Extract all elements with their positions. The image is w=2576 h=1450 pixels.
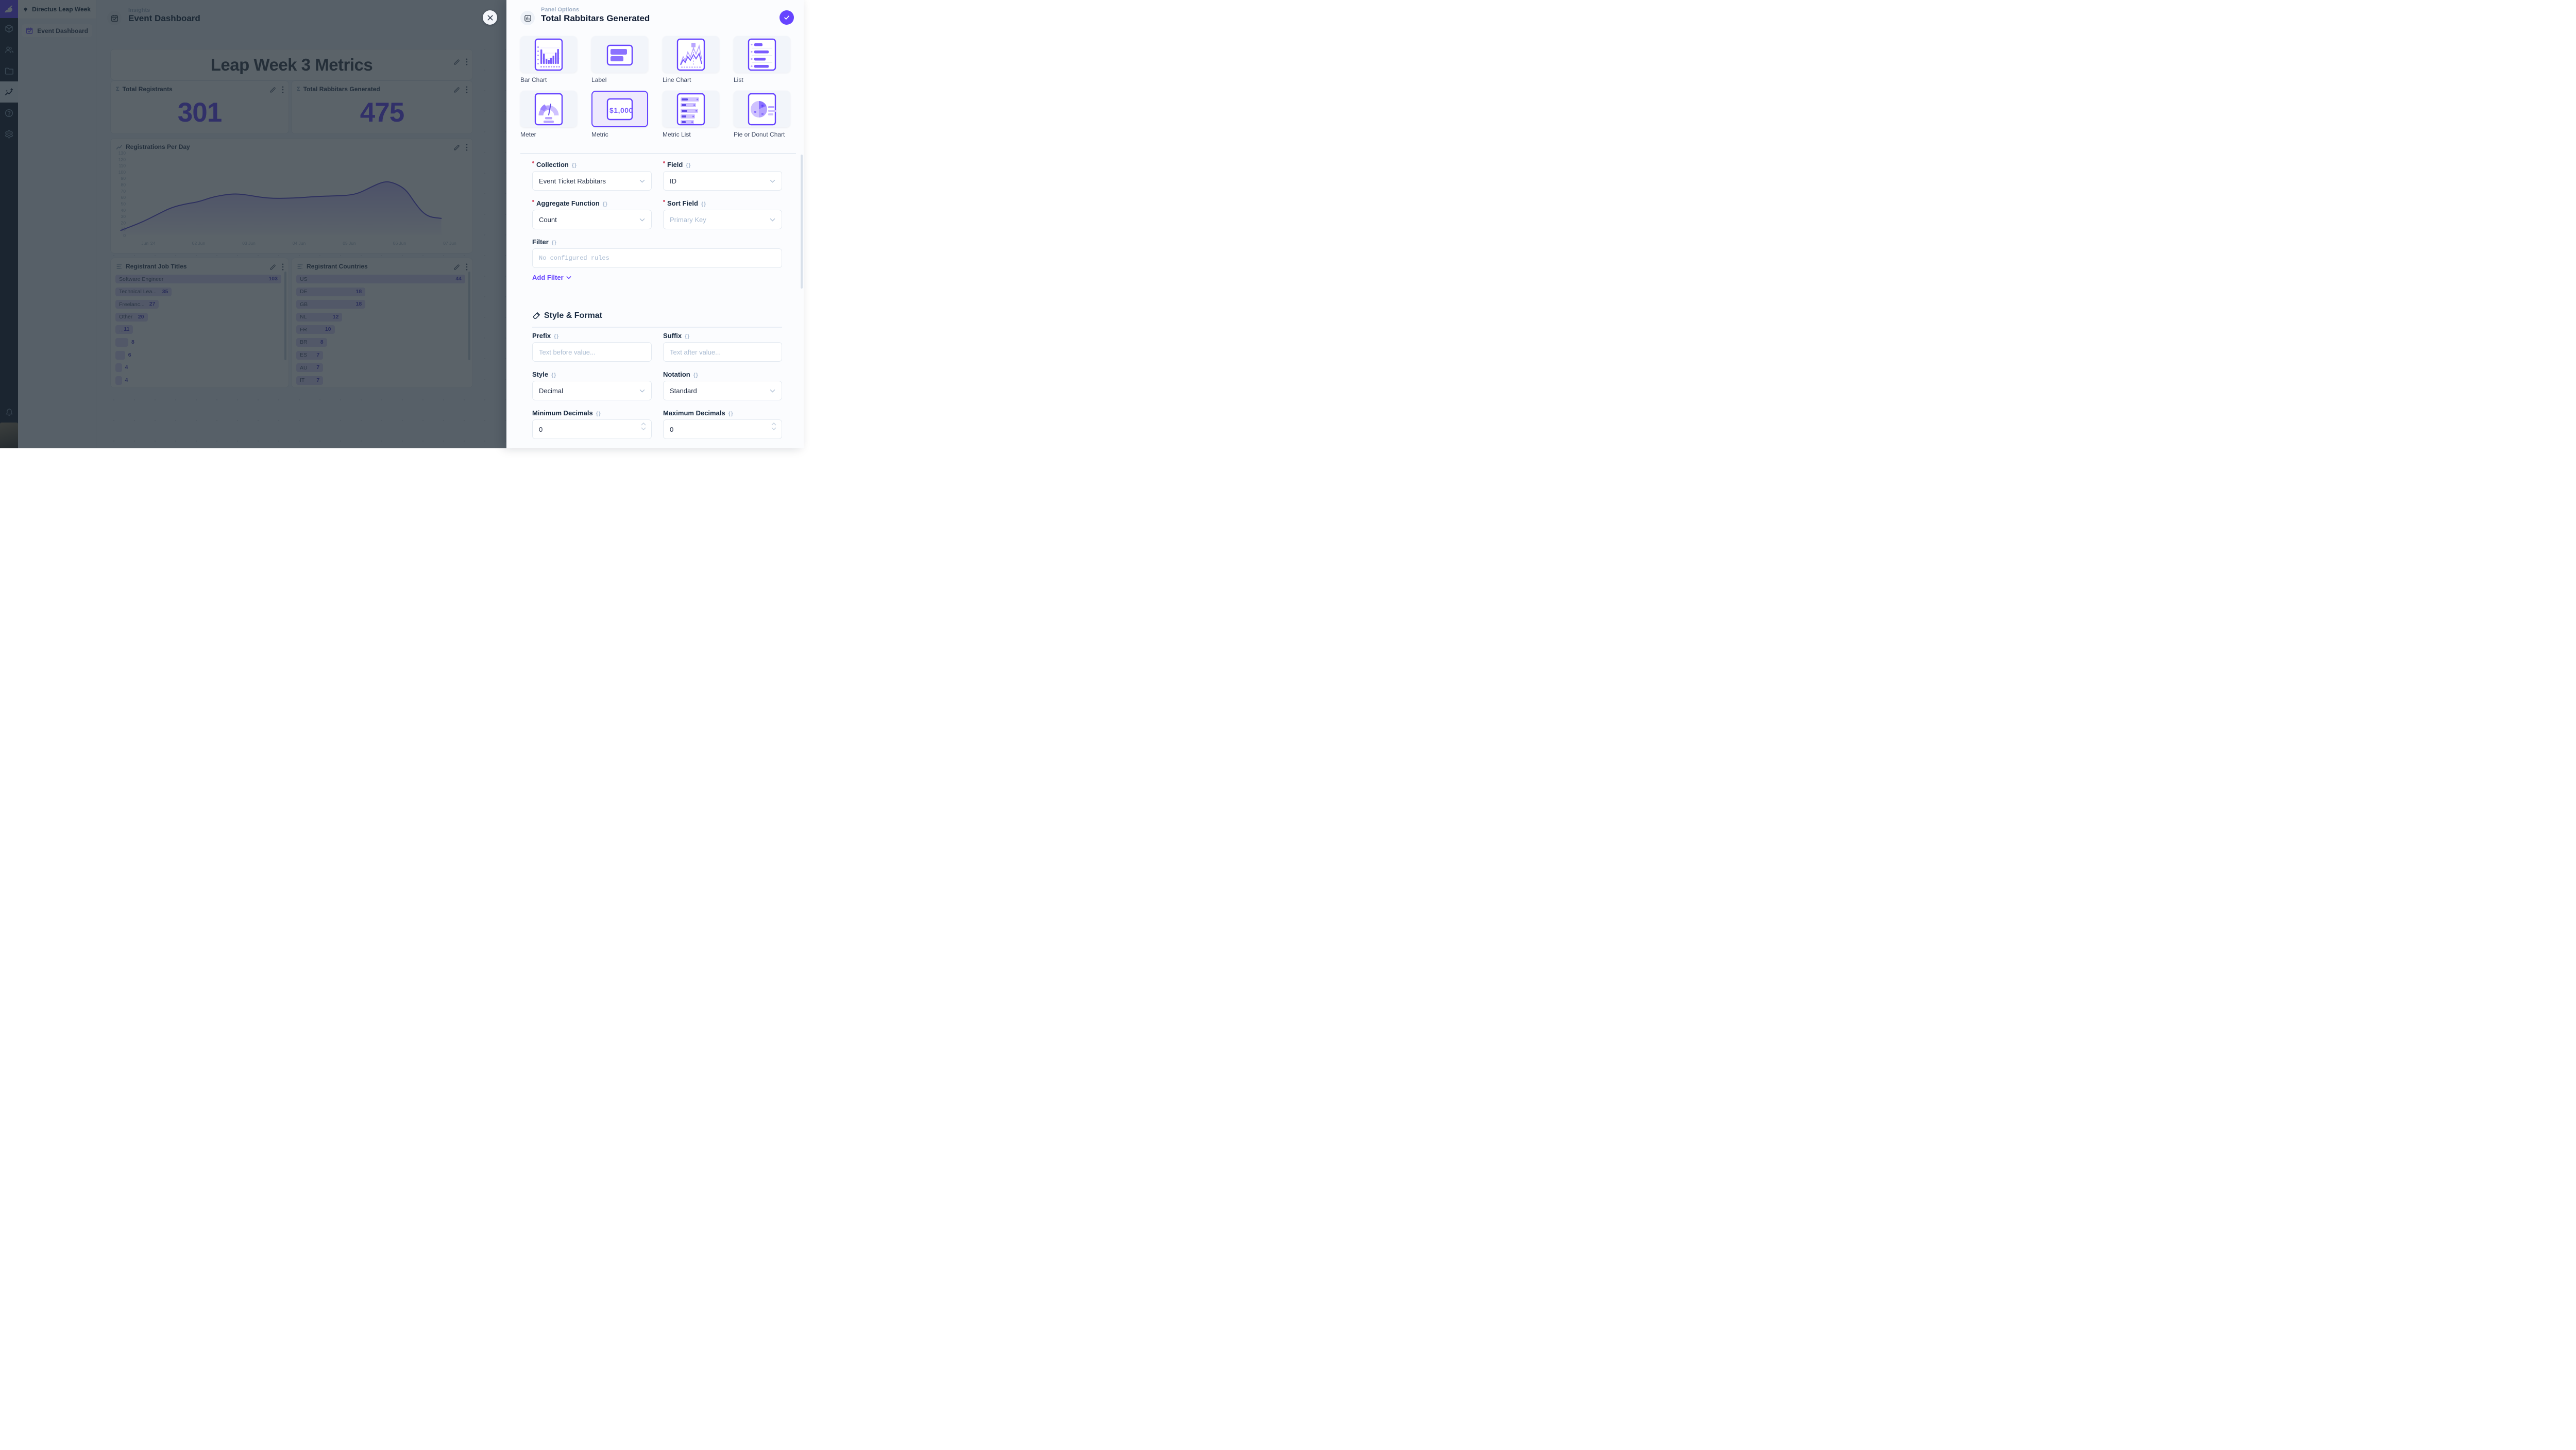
raw-value-icon[interactable]: [593, 409, 600, 417]
check-icon: [784, 15, 789, 20]
raw-value-icon[interactable]: [682, 332, 689, 340]
panel-type-metric-list[interactable]: Metric List: [663, 91, 719, 138]
brush-icon: [533, 312, 540, 319]
filter-placeholder: No configured rules: [539, 255, 609, 262]
raw-value-icon[interactable]: [549, 238, 556, 246]
close-icon: [487, 14, 493, 21]
suffix-input-wrap: [663, 342, 782, 362]
filter-rules-box[interactable]: No configured rules: [532, 248, 782, 268]
metric-list-icon: [674, 92, 707, 127]
add-filter-button[interactable]: Add Filter: [532, 274, 571, 281]
style-select[interactable]: Decimal: [532, 381, 652, 400]
pie-icon: [745, 92, 778, 127]
label-icon: [603, 37, 636, 72]
panel-type-label: Label: [591, 76, 607, 83]
field-label: Aggregate Function: [532, 199, 600, 207]
style-format-heading: Style & Format: [532, 311, 602, 321]
chevron-down-icon: [639, 179, 645, 183]
add-filter-label: Add Filter: [532, 274, 564, 281]
panel-type-grid: Bar Chart Label Line Chart List Meter $1,000 M…: [520, 36, 790, 138]
panel-type-meter[interactable]: Meter: [520, 91, 577, 138]
raw-value-icon[interactable]: [698, 199, 705, 207]
meter-icon: [532, 92, 565, 127]
insights-panel-icon: [520, 11, 535, 25]
chevron-down-icon: [641, 427, 646, 430]
panel-type-label: Meter: [520, 131, 536, 138]
bar-chart-icon: [532, 37, 565, 72]
chevron-down-icon: [771, 427, 776, 430]
sort-field-placeholder: Primary Key: [670, 215, 706, 224]
raw-value-icon[interactable]: [690, 370, 698, 378]
chevron-down-icon: [639, 389, 645, 393]
panel-type-label: Metric: [591, 131, 608, 138]
chevron-up-icon: [641, 423, 646, 426]
field-label: Suffix: [663, 332, 682, 340]
chevron-down-icon: [770, 218, 775, 222]
raw-value-icon[interactable]: [548, 370, 555, 378]
collection-value: Event Ticket Rabbitars: [539, 177, 606, 185]
chevron-down-icon: [770, 389, 775, 393]
panel-type-label: Pie or Donut Chart: [734, 131, 785, 138]
min-decimals-input[interactable]: [539, 425, 645, 433]
max-decimals-input[interactable]: [670, 425, 775, 433]
panel-type-pie[interactable]: Pie or Donut Chart: [734, 91, 790, 138]
panel-type-label: Line Chart: [663, 76, 691, 83]
panel-type-label: List: [734, 76, 743, 83]
raw-value-icon[interactable]: [600, 199, 607, 207]
chevron-down-icon: [639, 218, 645, 222]
field-value: ID: [670, 177, 676, 185]
panel-type-metric[interactable]: $1,000 Metric: [591, 91, 648, 138]
drawer-scrollbar[interactable]: [801, 155, 803, 289]
panel-type-list[interactable]: List: [734, 36, 790, 83]
field-label: Prefix: [532, 332, 551, 340]
list-icon: [745, 37, 778, 72]
chevron-up-icon: [771, 423, 776, 426]
close-drawer-button[interactable]: [483, 10, 497, 25]
field-select[interactable]: ID: [663, 171, 782, 191]
panel-type-label[interactable]: Label: [591, 36, 648, 83]
raw-value-icon[interactable]: [725, 409, 733, 417]
field-label: Sort Field: [663, 199, 698, 207]
field-label: Minimum Decimals: [532, 409, 593, 417]
drawer-title: Total Rabbitars Generated: [541, 13, 650, 23]
panel-type-label: Metric List: [663, 131, 691, 138]
number-stepper[interactable]: [641, 423, 646, 430]
chevron-down-icon: [770, 179, 775, 183]
raw-value-icon[interactable]: [551, 332, 558, 340]
field-label: Field: [663, 161, 683, 168]
svg-text:$1,000: $1,000: [609, 106, 633, 114]
field-label: Maximum Decimals: [663, 409, 725, 417]
notation-select[interactable]: Standard: [663, 381, 782, 400]
panel-type-line-chart[interactable]: Line Chart: [663, 36, 719, 83]
aggregate-value: Count: [539, 215, 557, 224]
line-chart-icon: [674, 37, 707, 72]
sort-field-select[interactable]: Primary Key: [663, 210, 782, 229]
suffix-input[interactable]: [670, 348, 775, 356]
field-label: Style: [532, 370, 549, 378]
number-stepper[interactable]: [771, 423, 776, 430]
drawer-kicker: Panel Options: [541, 7, 579, 13]
min-decimals-input-wrap: [532, 419, 652, 439]
notation-value: Standard: [670, 386, 697, 395]
chevron-down-icon: [566, 276, 571, 279]
style-value: Decimal: [539, 386, 563, 395]
save-panel-button[interactable]: [779, 10, 794, 25]
field-label: Collection: [532, 161, 569, 168]
max-decimals-input-wrap: [663, 419, 782, 439]
panel-options-drawer: Panel Options Total Rabbitars Generated …: [506, 0, 804, 448]
raw-value-icon[interactable]: [569, 161, 576, 168]
drawer-dim-overlay[interactable]: [0, 0, 506, 448]
panel-type-bar-chart[interactable]: Bar Chart: [520, 36, 577, 83]
metric-icon: $1,000: [603, 92, 636, 127]
collection-select[interactable]: Event Ticket Rabbitars: [532, 171, 652, 191]
panel-type-label: Bar Chart: [520, 76, 547, 83]
aggregate-function-select[interactable]: Count: [532, 210, 652, 229]
prefix-input[interactable]: [539, 348, 645, 356]
field-label: Notation: [663, 370, 690, 378]
raw-value-icon[interactable]: [683, 161, 690, 168]
prefix-input-wrap: [532, 342, 652, 362]
field-label: Filter: [532, 238, 549, 246]
